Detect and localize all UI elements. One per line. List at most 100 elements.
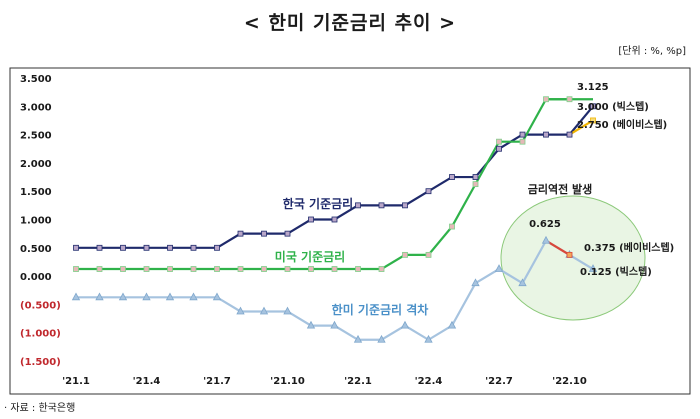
source-note: · 자료 : 한국은행 bbox=[4, 403, 76, 414]
us-rate-point bbox=[519, 138, 526, 145]
korea-rate-point bbox=[378, 202, 385, 209]
korea-rate-point bbox=[167, 244, 173, 251]
annotation-gap-bigstep: 0.125 (빅스텝) bbox=[580, 265, 652, 278]
rate-gap-point bbox=[118, 292, 128, 301]
rate-gap-point bbox=[400, 320, 410, 329]
y-tick-label: 2.000 bbox=[20, 159, 52, 170]
us-rate-point bbox=[261, 266, 267, 272]
korea-rate-point bbox=[214, 244, 220, 251]
chart-frame bbox=[9, 67, 691, 395]
x-tick-label: '21.4 bbox=[133, 376, 161, 387]
x-tick-label: '21.1 bbox=[62, 376, 90, 387]
y-tick-label: (0.500) bbox=[20, 300, 61, 311]
rate-gap-point bbox=[424, 334, 433, 343]
korea-rate-point bbox=[449, 174, 455, 180]
korea-rate-point bbox=[190, 244, 197, 251]
rate-gap-point bbox=[330, 320, 339, 329]
y-tick-label: 3.000 bbox=[20, 102, 52, 113]
us-rate-line bbox=[76, 98, 570, 271]
korea-rate-point bbox=[425, 188, 432, 195]
rate-gap-point bbox=[306, 320, 316, 329]
rate-gap-point bbox=[494, 264, 504, 272]
rate-gap-point bbox=[71, 292, 81, 301]
us-rate-point bbox=[96, 266, 103, 272]
annotation-gap-babystep: 0.375 (베이비스텝) bbox=[584, 241, 674, 254]
korea-rate-point bbox=[331, 216, 338, 223]
korea-rate-point bbox=[237, 230, 244, 237]
us-rate-point bbox=[120, 266, 126, 272]
us-rate-point bbox=[167, 266, 173, 272]
rate-gap-point bbox=[471, 278, 480, 287]
annotation-gap-0625: 0.625 bbox=[529, 219, 561, 230]
us-rate-point bbox=[143, 266, 150, 272]
korea-rate-point bbox=[308, 216, 314, 223]
rate-gap-point bbox=[283, 306, 292, 315]
korea-babystep-point bbox=[590, 117, 596, 124]
korea-rate-point bbox=[543, 131, 549, 138]
series-label-korea: 한국 기준금리 bbox=[283, 196, 353, 211]
korea-rate-point bbox=[284, 230, 291, 237]
y-tick-label: 2.500 bbox=[20, 131, 52, 142]
korea-babystep-line bbox=[568, 119, 594, 136]
rate-gap-point bbox=[212, 292, 222, 301]
rate-gap-point bbox=[189, 292, 198, 301]
korea-rate-point bbox=[96, 244, 103, 251]
us-rate-point bbox=[496, 138, 502, 145]
us-rate-point bbox=[378, 266, 385, 272]
korea-rate-point bbox=[261, 230, 267, 237]
korea-rate-point bbox=[590, 103, 596, 110]
x-tick-label: '22.4 bbox=[415, 376, 443, 387]
gap-babystep-point bbox=[566, 251, 573, 258]
rate-gap-point bbox=[377, 334, 386, 343]
y-tick-label: 0.500 bbox=[20, 244, 52, 255]
x-tick-label: '22.1 bbox=[344, 376, 372, 387]
y-tick-label: (1.000) bbox=[20, 329, 61, 340]
y-tick-label: 1.000 bbox=[20, 216, 52, 227]
rate-gap-point bbox=[588, 264, 598, 272]
gap-babystep-line bbox=[545, 239, 571, 256]
us-rate-point bbox=[237, 266, 244, 272]
rate-gap-point bbox=[142, 292, 151, 301]
rate-gap-point bbox=[447, 320, 457, 329]
x-tick-label: '21.7 bbox=[203, 376, 231, 387]
us-rate-point bbox=[355, 266, 361, 272]
y-tick-label: 3.500 bbox=[20, 74, 52, 85]
us-rate-point bbox=[284, 266, 291, 272]
us-rate-point bbox=[402, 251, 408, 258]
rate-gap-point bbox=[95, 292, 104, 301]
x-tick-label: '22.10 bbox=[552, 376, 587, 387]
x-tick-label: '22.7 bbox=[485, 376, 513, 387]
unit-note: [단위 : %, %p] bbox=[618, 46, 686, 57]
us-rate-point bbox=[331, 266, 338, 272]
x-tick-label: '21.10 bbox=[270, 376, 305, 387]
rate-gap-point bbox=[165, 292, 175, 301]
series-label-gap: 한미 기준금리 격차 bbox=[332, 302, 429, 317]
korea-rate-point bbox=[519, 131, 526, 138]
y-tick-label: (1.500) bbox=[20, 357, 61, 368]
us-rate-point bbox=[449, 223, 455, 230]
rate-gap-point bbox=[518, 278, 527, 287]
annotation-korea-bigstep: 3.000 (빅스텝) bbox=[577, 100, 649, 113]
annotation-inversion: 금리역전 발생 bbox=[528, 182, 593, 196]
us-rate-point bbox=[73, 266, 79, 272]
korea-rate-point bbox=[355, 202, 361, 209]
korea-rate-point bbox=[472, 174, 479, 180]
rate-gap-point bbox=[259, 306, 269, 315]
y-tick-label: 1.500 bbox=[20, 187, 52, 198]
us-rate-point bbox=[566, 96, 573, 103]
annotation-korea-babystep: 2.750 (베이비스텝) bbox=[577, 118, 667, 131]
korea-rate-point bbox=[120, 244, 126, 251]
rate-gap-point bbox=[541, 235, 551, 244]
series-label-us: 미국 기준금리 bbox=[275, 249, 345, 264]
annotation-us-3125: 3.125 bbox=[577, 82, 609, 93]
korea-rate-point bbox=[402, 202, 408, 209]
korea-rate-point bbox=[566, 131, 573, 138]
y-tick-label: 0.000 bbox=[20, 272, 52, 283]
us-rate-point bbox=[425, 251, 432, 258]
us-rate-point bbox=[472, 181, 479, 188]
us-rate-point bbox=[190, 266, 197, 272]
us-rate-point bbox=[308, 266, 314, 272]
korea-rate-point bbox=[496, 145, 502, 152]
us-rate-point bbox=[214, 266, 220, 272]
